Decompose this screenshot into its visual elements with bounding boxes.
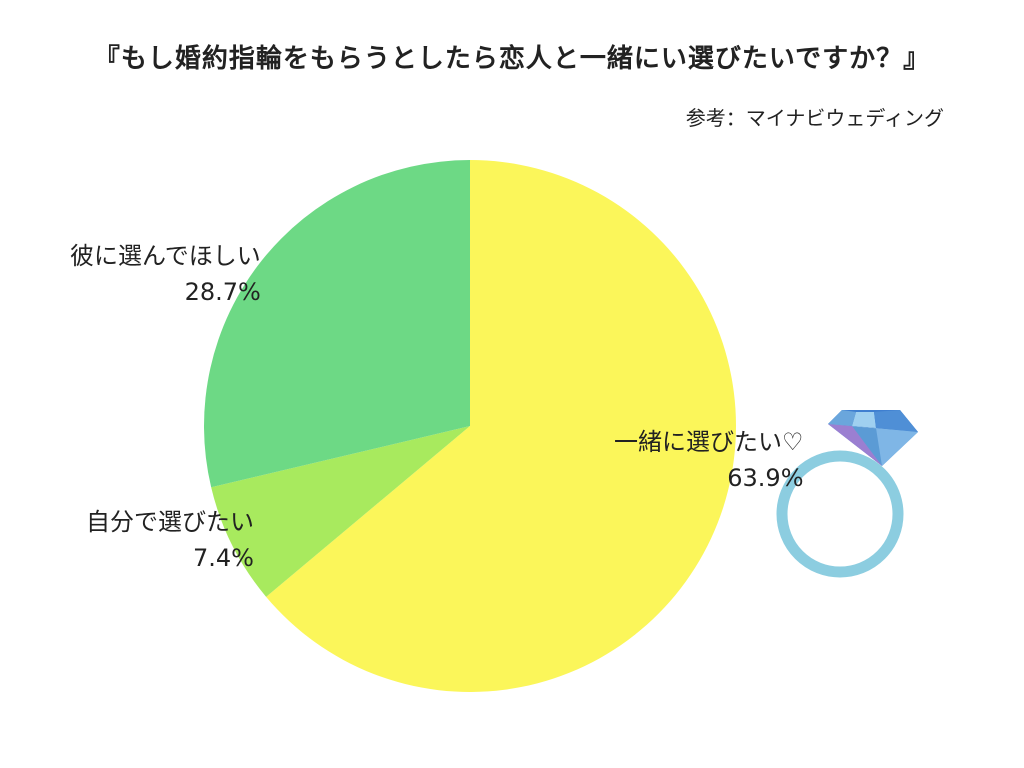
diamond-ring-icon bbox=[776, 410, 918, 578]
label-together-value: 63.9% bbox=[727, 464, 804, 492]
label-self-name: 自分で選びたい bbox=[86, 508, 254, 536]
ring-band bbox=[776, 450, 904, 578]
label-together: 一緒に選びたい♡ 63.9% bbox=[614, 424, 804, 496]
label-together-name: 一緒に選びたい♡ bbox=[614, 428, 804, 456]
label-him: 彼に選んでほしい 28.7% bbox=[70, 238, 261, 310]
slice-him bbox=[203, 159, 470, 488]
chart-title: 『もし婚約指輪をもらうとしたら恋人と一緒にい選びたいですか？』 bbox=[93, 44, 931, 74]
label-him-value: 28.7% bbox=[184, 278, 261, 306]
pie-slices bbox=[203, 159, 736, 693]
source-note: 参考：マイナビウェディング bbox=[685, 106, 944, 130]
label-self-value: 7.4% bbox=[193, 544, 254, 572]
slice-together bbox=[266, 160, 736, 693]
label-him-name: 彼に選んでほしい bbox=[70, 242, 261, 270]
slice-self bbox=[211, 426, 470, 597]
gem-icon bbox=[828, 410, 918, 466]
label-self: 自分で選びたい 7.4% bbox=[86, 504, 254, 576]
